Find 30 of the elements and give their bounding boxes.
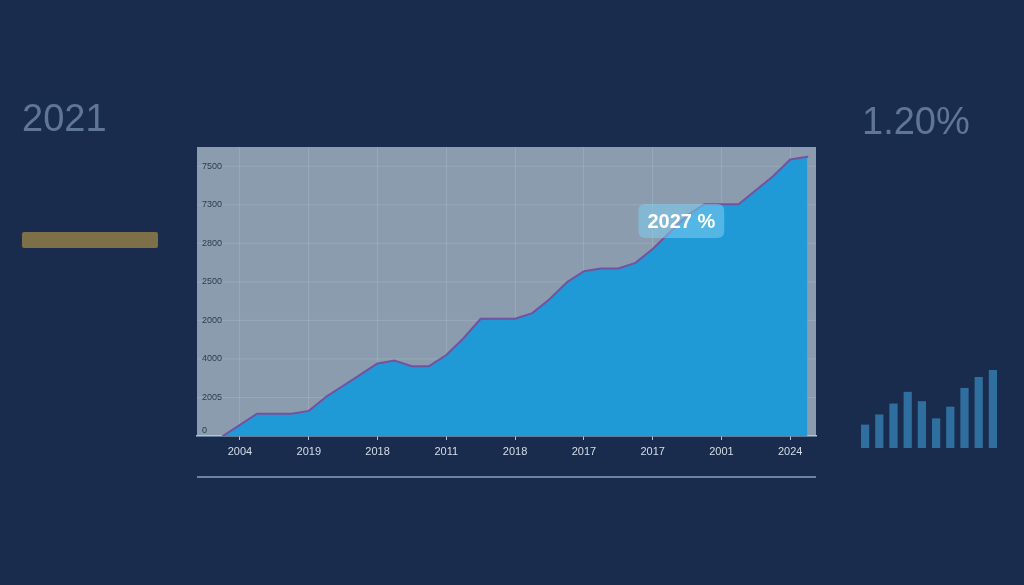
bar bbox=[974, 377, 983, 448]
annotation: 2005 bbox=[202, 391, 223, 402]
bar bbox=[960, 387, 969, 448]
x-tick-label: 2018 bbox=[502, 444, 528, 457]
x-tick-label: 2017 bbox=[571, 444, 597, 457]
x-tick-label: 2018 bbox=[365, 444, 390, 457]
annotation: 2027 % bbox=[647, 209, 716, 232]
bar bbox=[988, 370, 998, 448]
bar bbox=[860, 424, 870, 448]
bar bbox=[931, 418, 941, 448]
annotation: 7300 bbox=[202, 199, 223, 210]
annotation: 0 bbox=[202, 425, 208, 436]
x-tick-label: 2024 bbox=[777, 444, 803, 457]
bar bbox=[889, 403, 898, 448]
annotation: 2800 bbox=[202, 237, 223, 248]
annotation: 4000 bbox=[202, 353, 223, 364]
x-tick-label: 2001 bbox=[709, 444, 734, 457]
x-tick-label: 2004 bbox=[227, 444, 253, 457]
text: 2021 bbox=[22, 97, 107, 139]
text: 1.20% bbox=[862, 100, 970, 142]
x-tick-label: 2019 bbox=[296, 444, 322, 457]
bar bbox=[946, 406, 955, 448]
bar bbox=[917, 401, 927, 448]
bar bbox=[903, 391, 912, 448]
bar bbox=[875, 414, 884, 448]
x-tick-label: 2017 bbox=[640, 444, 665, 457]
annotation: 2000 bbox=[202, 314, 223, 325]
annotation: 2500 bbox=[202, 276, 223, 287]
x-tick-label: 2011 bbox=[434, 444, 459, 457]
annotation: 7500 bbox=[202, 160, 223, 171]
